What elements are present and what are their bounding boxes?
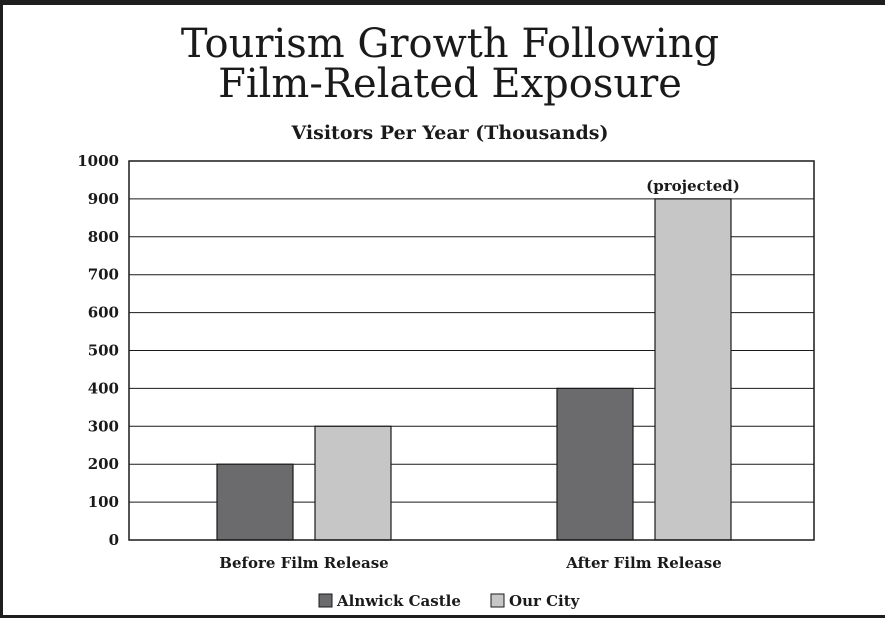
x-tick-label-before-film-release: Before Film Release [219,554,388,572]
annotation-projected: (projected) [646,177,740,195]
plot-border [128,160,815,541]
y-tick-label-100: 100 [88,493,119,511]
legend-label-our-city: Our City [509,592,581,610]
chart-title-line-1: Tourism Growth Following [181,21,719,67]
y-tick-label-600: 600 [88,304,119,322]
y-tick-label-900: 900 [88,190,119,208]
legend-swatch-our-city [490,593,505,608]
y-tick-label-300: 300 [88,417,119,435]
y-tick-label-0: 0 [109,531,119,549]
bar-our-city-after-film-release [654,198,732,541]
chart-subtitle: Visitors Per Year (Thousands) [291,122,609,144]
x-axis-labels: Before Film Release After Film Release [219,554,721,572]
chart-title-line-2: Film-Related Exposure [218,61,682,107]
y-tick-label-800: 800 [88,228,119,246]
bar-alnwick-castle-before-film-release [216,463,294,541]
bar-alnwick-castle-after-film-release [556,387,634,541]
y-tick-label-500: 500 [88,342,119,360]
bar-our-city-before-film-release [314,425,392,541]
y-tick-label-200: 200 [88,455,119,473]
y-tick-label-400: 400 [88,379,119,397]
y-tick-label-1000: 1000 [77,152,119,170]
y-tick-label-700: 700 [88,266,119,284]
annotations: (projected) [646,177,740,195]
bar-chart: Tourism Growth Following Film-Related Ex… [77,21,815,610]
bars [216,198,732,541]
legend-swatch-alnwick-castle [318,593,333,608]
legend: Alnwick Castle Our City [318,592,581,610]
y-axis-ticks: 0 100 200 300 400 500 600 700 800 900 1000 [77,152,119,549]
legend-label-alnwick-castle: Alnwick Castle [336,592,461,610]
x-tick-label-after-film-release: After Film Release [565,554,722,572]
